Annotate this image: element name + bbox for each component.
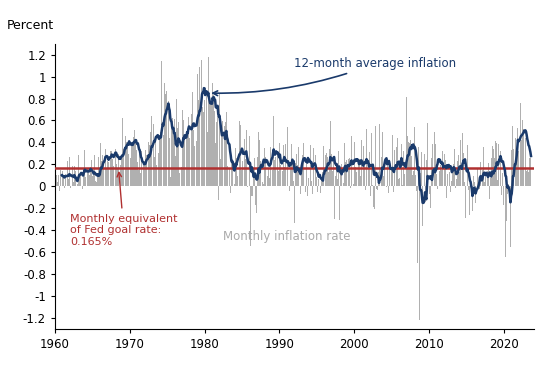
Text: Monthly equivalent
of Fed goal rate:
0.165%: Monthly equivalent of Fed goal rate: 0.1…	[70, 172, 178, 247]
Text: Monthly inflation rate: Monthly inflation rate	[223, 230, 350, 243]
Text: Percent: Percent	[7, 19, 54, 32]
Text: 12-month average inflation: 12-month average inflation	[213, 57, 456, 96]
